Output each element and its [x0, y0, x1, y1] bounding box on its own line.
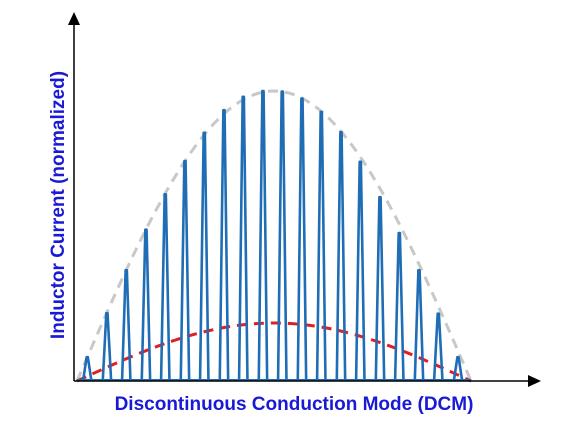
current-pulse	[315, 110, 327, 382]
current-pulse	[276, 90, 288, 382]
current-pulse	[237, 95, 249, 382]
current-pulse	[413, 268, 425, 382]
current-pulse	[393, 231, 405, 382]
peak-envelope-line	[75, 89, 473, 382]
current-pulse	[179, 159, 191, 382]
x-axis-label: Discontinuous Conduction Mode (DCM)	[115, 394, 474, 415]
chart-marks	[75, 89, 473, 383]
current-pulse	[296, 97, 308, 382]
current-pulse	[198, 131, 210, 382]
current-pulse	[159, 192, 171, 382]
average-envelope-line	[76, 321, 472, 383]
current-pulse	[257, 89, 269, 382]
current-pulse	[452, 355, 464, 382]
y-axis-arrow	[68, 12, 80, 25]
current-pulse	[374, 195, 386, 382]
current-pulse	[101, 311, 113, 382]
current-pulse	[218, 108, 230, 382]
current-pulse	[120, 268, 132, 382]
current-pulse	[335, 130, 347, 382]
x-axis-arrow	[528, 375, 541, 387]
current-pulse	[354, 160, 366, 382]
current-pulse	[81, 355, 93, 382]
current-pulse	[140, 228, 152, 382]
current-pulse	[432, 312, 444, 382]
y-axis-label: Inductor Current (normalized)	[48, 71, 69, 339]
